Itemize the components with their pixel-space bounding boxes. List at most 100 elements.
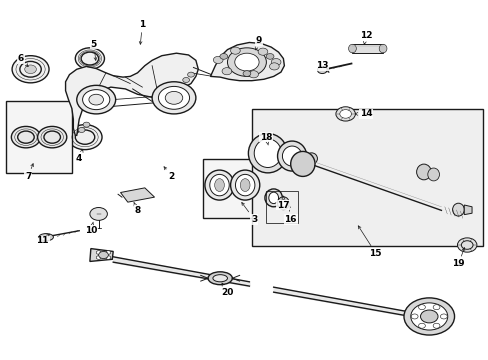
Ellipse shape bbox=[227, 48, 266, 76]
Ellipse shape bbox=[427, 168, 439, 181]
Text: 15: 15 bbox=[358, 226, 381, 258]
Ellipse shape bbox=[207, 272, 232, 285]
Ellipse shape bbox=[277, 141, 306, 171]
Ellipse shape bbox=[83, 122, 90, 127]
Ellipse shape bbox=[204, 170, 234, 200]
Ellipse shape bbox=[187, 72, 194, 77]
Ellipse shape bbox=[99, 251, 108, 258]
Ellipse shape bbox=[18, 131, 34, 143]
Ellipse shape bbox=[403, 298, 454, 335]
Text: 8: 8 bbox=[134, 203, 141, 215]
Ellipse shape bbox=[277, 197, 288, 210]
Text: 12: 12 bbox=[359, 31, 371, 44]
Ellipse shape bbox=[440, 314, 447, 319]
Ellipse shape bbox=[220, 54, 227, 59]
Ellipse shape bbox=[248, 134, 287, 173]
Ellipse shape bbox=[213, 57, 223, 63]
Ellipse shape bbox=[420, 310, 437, 323]
Text: 19: 19 bbox=[451, 248, 464, 269]
Bar bbox=[6, 102, 72, 173]
Polygon shape bbox=[210, 42, 284, 81]
Text: 16: 16 bbox=[284, 205, 296, 224]
Ellipse shape bbox=[25, 65, 36, 73]
Polygon shape bbox=[352, 44, 382, 53]
Text: 17: 17 bbox=[277, 196, 289, 210]
Ellipse shape bbox=[254, 139, 281, 167]
Text: 14: 14 bbox=[354, 109, 371, 118]
Ellipse shape bbox=[452, 203, 463, 216]
Ellipse shape bbox=[243, 71, 250, 76]
Ellipse shape bbox=[235, 174, 254, 196]
Text: 5: 5 bbox=[90, 40, 97, 60]
Bar bbox=[203, 158, 261, 217]
Ellipse shape bbox=[77, 85, 116, 114]
Ellipse shape bbox=[418, 323, 425, 328]
Ellipse shape bbox=[290, 152, 314, 176]
Ellipse shape bbox=[158, 86, 189, 109]
Text: 11: 11 bbox=[37, 234, 49, 245]
Ellipse shape bbox=[82, 90, 110, 110]
Text: 6: 6 bbox=[18, 54, 28, 67]
Ellipse shape bbox=[152, 82, 196, 114]
Ellipse shape bbox=[78, 127, 85, 132]
Ellipse shape bbox=[75, 130, 95, 144]
Ellipse shape bbox=[432, 323, 439, 328]
Ellipse shape bbox=[230, 170, 259, 200]
Ellipse shape bbox=[410, 303, 447, 330]
Ellipse shape bbox=[222, 68, 231, 75]
Ellipse shape bbox=[165, 91, 183, 104]
Ellipse shape bbox=[280, 200, 286, 207]
Ellipse shape bbox=[106, 251, 110, 254]
Ellipse shape bbox=[39, 234, 53, 241]
Ellipse shape bbox=[81, 52, 99, 65]
Ellipse shape bbox=[248, 71, 258, 78]
Ellipse shape bbox=[339, 110, 351, 118]
Ellipse shape bbox=[90, 207, 107, 220]
Ellipse shape bbox=[269, 63, 279, 70]
Polygon shape bbox=[65, 53, 198, 135]
Ellipse shape bbox=[264, 189, 282, 207]
Ellipse shape bbox=[317, 66, 326, 73]
Polygon shape bbox=[90, 249, 113, 261]
Text: 20: 20 bbox=[221, 283, 233, 297]
Polygon shape bbox=[463, 205, 471, 215]
Ellipse shape bbox=[265, 54, 273, 59]
Ellipse shape bbox=[305, 153, 317, 164]
Ellipse shape bbox=[418, 305, 425, 310]
Ellipse shape bbox=[96, 256, 101, 259]
Ellipse shape bbox=[12, 56, 49, 83]
Ellipse shape bbox=[38, 126, 67, 148]
Text: 10: 10 bbox=[85, 222, 97, 234]
Ellipse shape bbox=[44, 131, 61, 143]
Text: 7: 7 bbox=[25, 164, 33, 181]
Ellipse shape bbox=[335, 107, 355, 121]
Ellipse shape bbox=[209, 174, 229, 196]
Ellipse shape bbox=[89, 94, 103, 105]
Ellipse shape bbox=[183, 77, 189, 82]
Ellipse shape bbox=[106, 256, 110, 259]
Text: 1: 1 bbox=[139, 20, 145, 44]
Ellipse shape bbox=[96, 251, 101, 254]
Ellipse shape bbox=[282, 146, 301, 166]
Ellipse shape bbox=[271, 59, 281, 66]
Ellipse shape bbox=[378, 44, 386, 53]
Text: 13: 13 bbox=[315, 61, 328, 72]
Ellipse shape bbox=[230, 47, 240, 54]
Text: 2: 2 bbox=[163, 167, 174, 181]
Ellipse shape bbox=[75, 48, 104, 69]
Ellipse shape bbox=[214, 179, 224, 192]
Ellipse shape bbox=[11, 126, 41, 148]
Ellipse shape bbox=[68, 125, 102, 150]
Text: 18: 18 bbox=[260, 132, 272, 145]
Ellipse shape bbox=[348, 44, 356, 53]
Ellipse shape bbox=[416, 164, 430, 180]
Ellipse shape bbox=[410, 314, 417, 319]
Ellipse shape bbox=[460, 241, 472, 249]
Ellipse shape bbox=[457, 238, 476, 252]
Ellipse shape bbox=[268, 192, 278, 203]
Bar bbox=[251, 109, 482, 246]
Ellipse shape bbox=[212, 275, 227, 282]
Text: 4: 4 bbox=[76, 149, 83, 163]
Ellipse shape bbox=[432, 305, 439, 310]
Bar bbox=[266, 191, 297, 223]
